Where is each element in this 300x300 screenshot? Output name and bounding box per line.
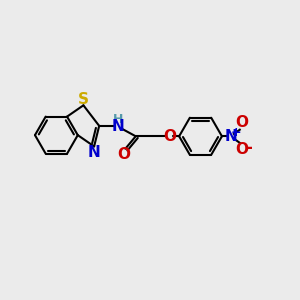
Text: N: N <box>112 119 125 134</box>
Text: O: O <box>236 116 249 130</box>
Text: O: O <box>163 129 176 144</box>
Text: N: N <box>224 129 237 144</box>
Text: -: - <box>245 139 252 157</box>
Text: O: O <box>236 142 249 157</box>
Text: S: S <box>78 92 89 107</box>
Text: N: N <box>88 146 100 160</box>
Text: H: H <box>113 113 124 126</box>
Text: +: + <box>231 126 242 139</box>
Text: O: O <box>117 147 130 162</box>
